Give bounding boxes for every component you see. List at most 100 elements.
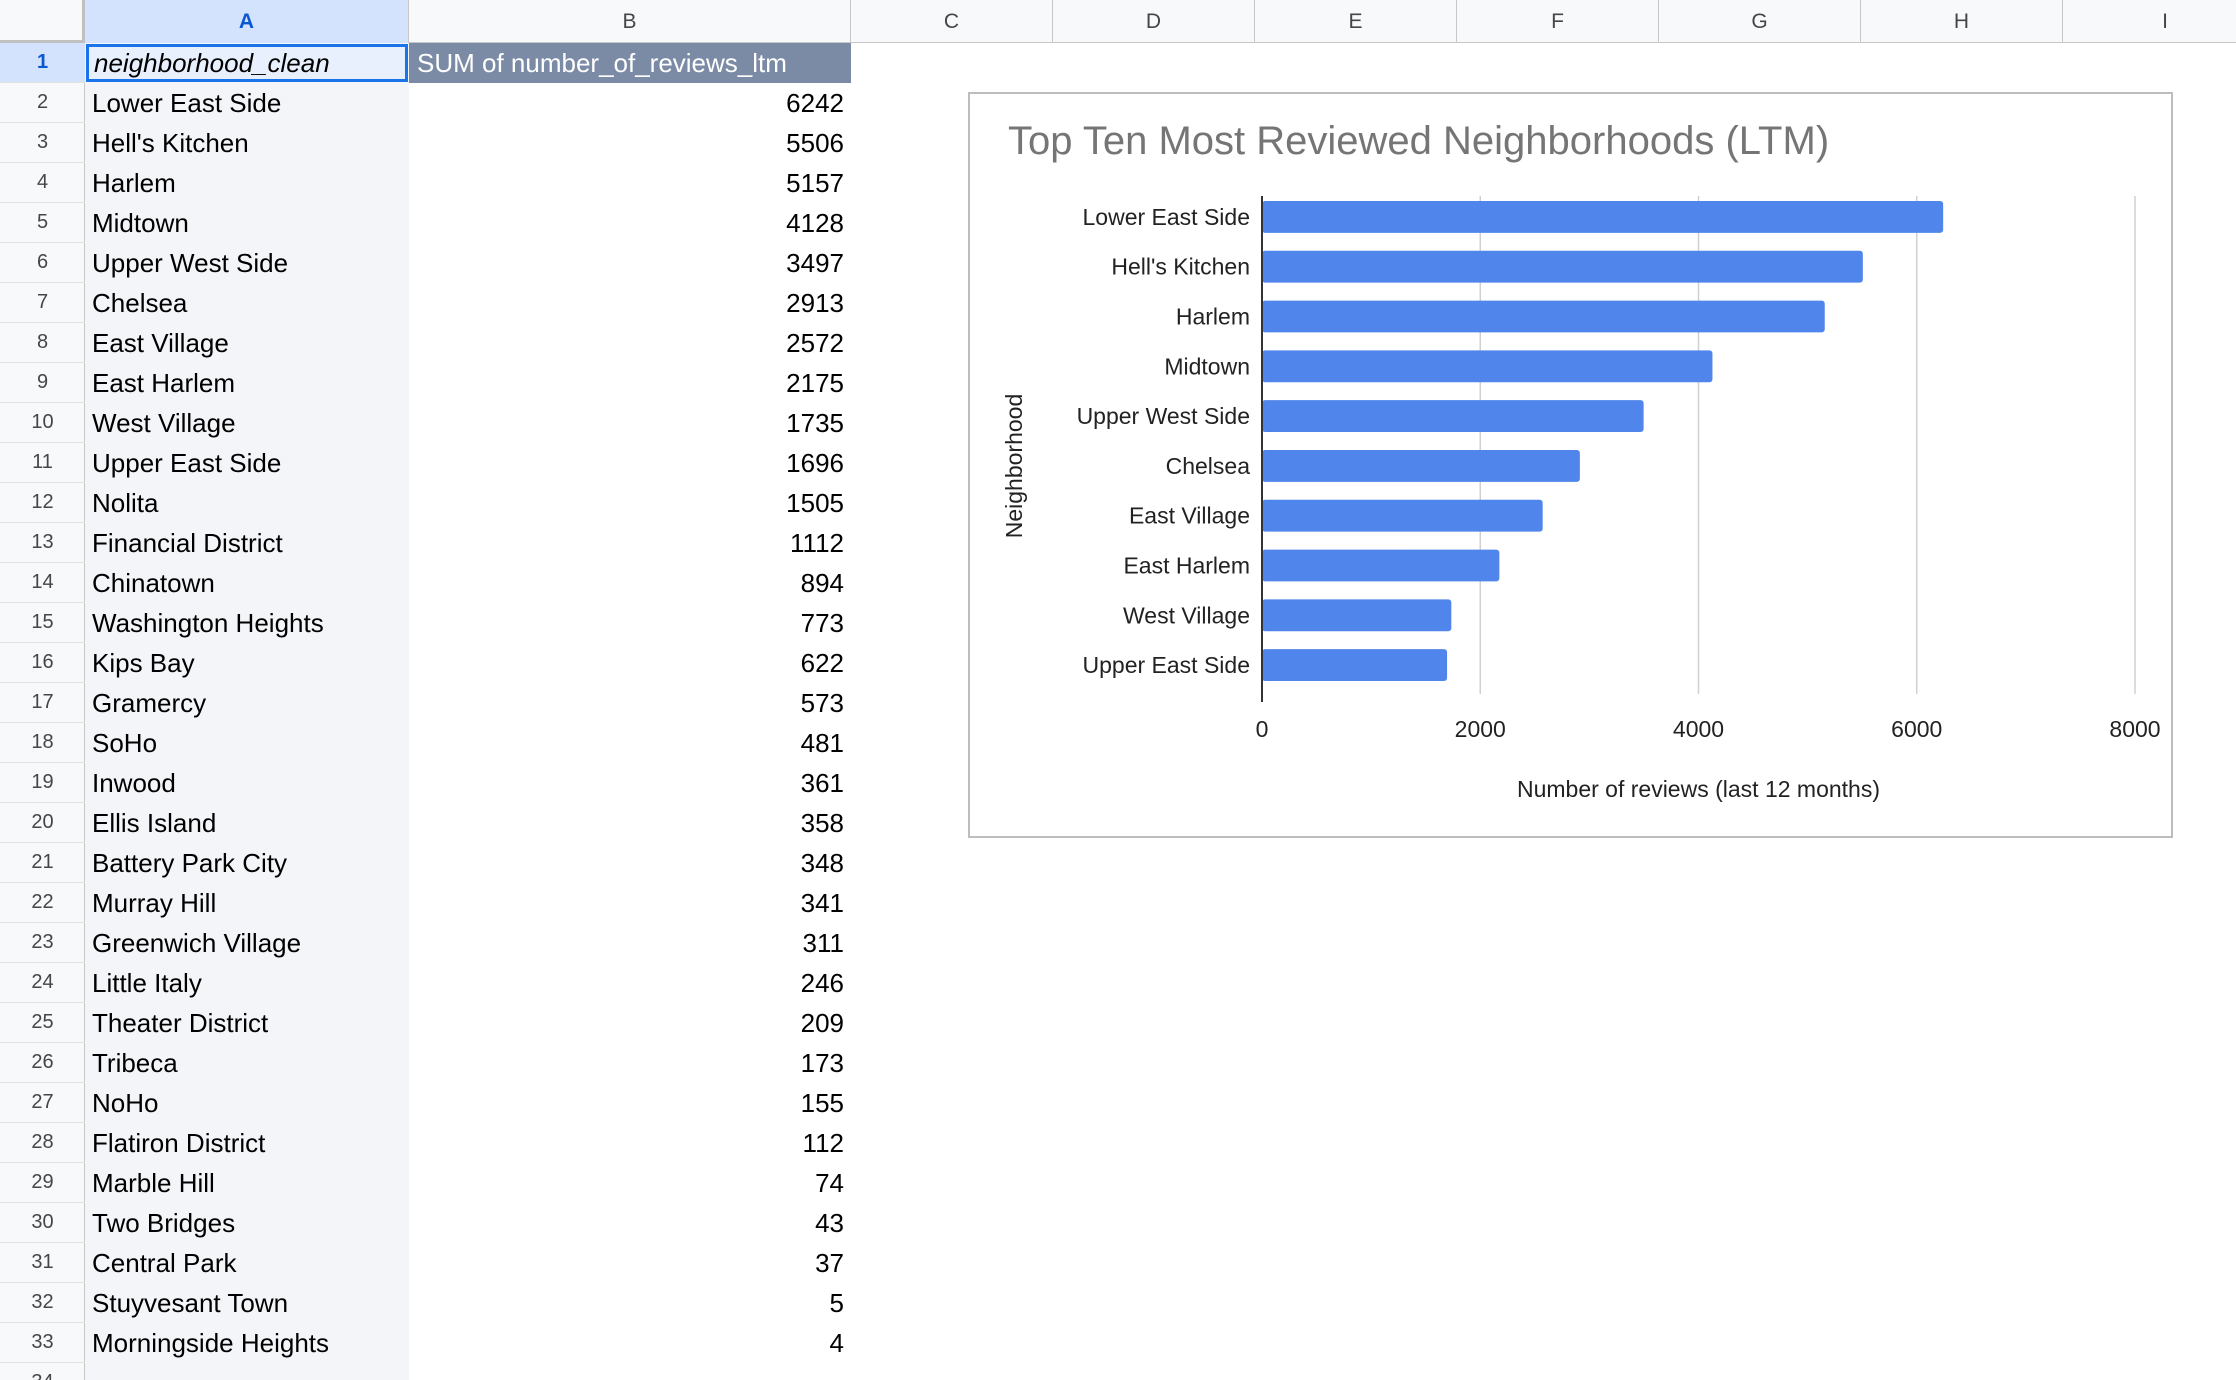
cell-neighborhood[interactable]: Ellis Island <box>92 807 217 838</box>
row-header-10[interactable]: 10 <box>0 403 85 443</box>
cell-review-count[interactable]: 2572 <box>786 327 844 358</box>
row-header-3[interactable]: 3 <box>0 123 85 163</box>
row-header-12[interactable]: 12 <box>0 483 85 523</box>
row-header-9[interactable]: 9 <box>0 363 85 403</box>
row-header-2[interactable]: 2 <box>0 83 85 123</box>
cell-neighborhood[interactable] <box>85 1363 409 1380</box>
row-header-1[interactable]: 1 <box>0 43 85 83</box>
row-header-15[interactable]: 15 <box>0 603 85 643</box>
select-all-corner[interactable] <box>0 0 85 43</box>
cell-review-count[interactable]: 6242 <box>786 87 844 118</box>
cell-neighborhood[interactable]: Morningside Heights <box>92 1327 330 1358</box>
cell-neighborhood[interactable]: Lower East Side <box>92 87 282 118</box>
cell-neighborhood[interactable]: Stuyvesant Town <box>92 1287 289 1318</box>
cell-review-count[interactable]: 43 <box>815 1207 844 1238</box>
row-header-20[interactable]: 20 <box>0 803 85 843</box>
column-header-e[interactable]: E <box>1255 0 1457 43</box>
row-header-27[interactable]: 27 <box>0 1083 85 1123</box>
cell-review-count[interactable]: 173 <box>800 1047 844 1078</box>
cell-review-count[interactable]: 4 <box>829 1327 844 1358</box>
cell-neighborhood[interactable]: Battery Park City <box>92 847 288 878</box>
cell-review-count[interactable]: 358 <box>800 807 844 838</box>
row-header-7[interactable]: 7 <box>0 283 85 323</box>
row-header-32[interactable]: 32 <box>0 1283 85 1323</box>
cell-a1[interactable]: neighborhood_clean <box>86 44 408 82</box>
cell-neighborhood[interactable]: Tribeca <box>92 1047 178 1078</box>
row-header-33[interactable]: 33 <box>0 1323 85 1363</box>
cell-review-count[interactable] <box>409 1363 851 1380</box>
cell-review-count[interactable]: 341 <box>800 887 844 918</box>
cell-neighborhood[interactable]: Harlem <box>92 167 176 198</box>
cell-neighborhood[interactable]: Gramercy <box>92 687 207 718</box>
cell-neighborhood[interactable]: Midtown <box>92 207 189 238</box>
column-header-d[interactable]: D <box>1053 0 1255 43</box>
row-header-4[interactable]: 4 <box>0 163 85 203</box>
column-header-c[interactable]: C <box>851 0 1053 43</box>
cell-review-count[interactable]: 1112 <box>790 527 844 558</box>
row-header-8[interactable]: 8 <box>0 323 85 363</box>
cell-review-count[interactable]: 573 <box>800 687 844 718</box>
row-header-6[interactable]: 6 <box>0 243 85 283</box>
cell-neighborhood[interactable]: Marble Hill <box>92 1167 215 1198</box>
cell-neighborhood[interactable]: Theater District <box>92 1007 269 1038</box>
cell-review-count[interactable]: 361 <box>800 767 844 798</box>
cell-neighborhood[interactable]: Central Park <box>92 1247 237 1278</box>
row-header-30[interactable]: 30 <box>0 1203 85 1243</box>
row-header-28[interactable]: 28 <box>0 1123 85 1163</box>
cell-neighborhood[interactable]: East Harlem <box>92 367 236 398</box>
row-header-34[interactable]: 34 <box>0 1363 85 1380</box>
cell-review-count[interactable]: 311 <box>802 927 844 958</box>
cell-neighborhood[interactable]: Nolita <box>92 487 159 518</box>
cell-neighborhood[interactable]: Murray Hill <box>92 887 217 918</box>
row-header-29[interactable]: 29 <box>0 1163 85 1203</box>
cell-neighborhood[interactable]: Hell's Kitchen <box>92 127 249 158</box>
cell-neighborhood[interactable]: Financial District <box>92 527 283 558</box>
row-header-16[interactable]: 16 <box>0 643 85 683</box>
row-header-14[interactable]: 14 <box>0 563 85 603</box>
cell-review-count[interactable]: 155 <box>800 1087 844 1118</box>
cell-neighborhood[interactable]: Greenwich Village <box>92 927 302 958</box>
cell-review-count[interactable]: 2913 <box>786 287 844 318</box>
column-header-a[interactable]: A <box>85 0 409 43</box>
cell-neighborhood[interactable]: Kips Bay <box>92 647 195 678</box>
cell-review-count[interactable]: 74 <box>815 1167 844 1198</box>
cell-review-count[interactable]: 37 <box>815 1247 844 1278</box>
cell-neighborhood[interactable]: Two Bridges <box>92 1207 236 1238</box>
row-header-19[interactable]: 19 <box>0 763 85 803</box>
column-header-i[interactable]: I <box>2063 0 2236 43</box>
cell-review-count[interactable]: 622 <box>800 647 844 678</box>
row-header-17[interactable]: 17 <box>0 683 85 723</box>
row-header-31[interactable]: 31 <box>0 1243 85 1283</box>
row-header-11[interactable]: 11 <box>0 443 85 483</box>
cell-review-count[interactable]: 348 <box>800 847 844 878</box>
cell-neighborhood[interactable]: East Village <box>92 327 229 358</box>
row-header-18[interactable]: 18 <box>0 723 85 763</box>
cell-review-count[interactable]: 209 <box>800 1007 844 1038</box>
column-header-b[interactable]: B <box>409 0 851 43</box>
row-header-5[interactable]: 5 <box>0 203 85 243</box>
cell-review-count[interactable]: 5157 <box>786 167 844 198</box>
row-header-21[interactable]: 21 <box>0 843 85 883</box>
cell-review-count[interactable]: 3497 <box>786 247 844 278</box>
cell-review-count[interactable]: 5506 <box>786 127 844 158</box>
row-header-13[interactable]: 13 <box>0 523 85 563</box>
cell-review-count[interactable]: 2175 <box>786 367 844 398</box>
cell-review-count[interactable]: 5 <box>829 1287 844 1318</box>
cell-neighborhood[interactable]: NoHo <box>92 1087 159 1118</box>
column-header-g[interactable]: G <box>1659 0 1861 43</box>
cell-review-count[interactable]: 773 <box>800 607 844 638</box>
cell-neighborhood[interactable]: West Village <box>92 407 236 438</box>
cell-review-count[interactable]: 246 <box>800 967 844 998</box>
row-header-22[interactable]: 22 <box>0 883 85 923</box>
cell-review-count[interactable]: 4128 <box>786 207 844 238</box>
cell-review-count[interactable]: 1735 <box>786 407 844 438</box>
cell-neighborhood[interactable]: Little Italy <box>92 967 202 998</box>
row-header-24[interactable]: 24 <box>0 963 85 1003</box>
cell-neighborhood[interactable]: Washington Heights <box>92 607 324 638</box>
cell-neighborhood[interactable]: Chelsea <box>92 287 188 318</box>
cell-review-count[interactable]: 481 <box>800 727 844 758</box>
cell-neighborhood[interactable]: Chinatown <box>92 567 215 598</box>
bar-chart[interactable]: Top Ten Most Reviewed Neighborhoods (LTM… <box>968 92 2173 838</box>
cell-review-count[interactable]: 112 <box>802 1127 844 1158</box>
cell-neighborhood[interactable]: Inwood <box>92 767 176 798</box>
